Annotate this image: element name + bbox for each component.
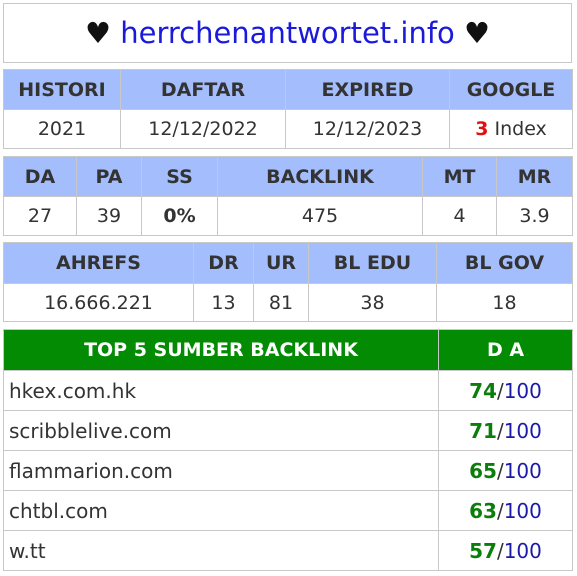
- value-histori: 2021: [3, 109, 121, 149]
- da-separator: /: [496, 458, 504, 483]
- value-backlink: 475: [217, 196, 423, 236]
- header-ahrefs: AHREFS: [3, 242, 194, 284]
- header-mr: MR: [496, 156, 573, 197]
- da-max: 100: [503, 498, 542, 523]
- value-expired: 12/12/2023: [285, 109, 450, 149]
- site-title: ♥ herrchenantwortet.info ♥: [3, 3, 572, 63]
- header-bl-edu: BL EDU: [308, 242, 437, 284]
- backlink-site[interactable]: w.tt: [3, 530, 439, 571]
- value-daftar: 12/12/2022: [120, 109, 286, 149]
- da-score: 57: [469, 538, 497, 563]
- backlink-site[interactable]: scribblelive.com: [3, 410, 439, 451]
- backlink-site[interactable]: chtbl.com: [3, 490, 439, 531]
- da-score: 63: [469, 498, 497, 523]
- header-dr: DR: [193, 242, 254, 284]
- domain-history-table: HISTORI DAFTAR EXPIRED GOOGLE 2021 12/12…: [3, 69, 573, 149]
- ahrefs-metrics-table: AHREFS DR UR BL EDU BL GOV 16.666.221 13…: [3, 242, 573, 322]
- header-google: GOOGLE: [449, 69, 573, 110]
- value-mr: 3.9: [496, 196, 573, 236]
- header-top-sources: TOP 5 SUMBER BACKLINK: [3, 329, 439, 371]
- value-ss: 0%: [141, 196, 218, 236]
- backlink-da: 74/100: [438, 370, 573, 411]
- backlink-site[interactable]: hkex.com.hk: [3, 370, 439, 411]
- heart-icon-right: ♥: [464, 16, 490, 50]
- da-max: 100: [503, 458, 542, 483]
- header-backlink: BACKLINK: [217, 156, 423, 197]
- da-separator: /: [496, 538, 504, 563]
- da-max: 100: [503, 378, 542, 403]
- table-row: flammarion.com 65/100: [3, 450, 573, 491]
- value-ahrefs: 16.666.221: [3, 283, 194, 322]
- google-index-label: Index: [494, 118, 547, 140]
- da-score: 65: [469, 458, 497, 483]
- header-da: DA: [3, 156, 77, 197]
- header-ur: UR: [253, 242, 309, 284]
- header-daftar: DAFTAR: [120, 69, 286, 110]
- value-bl-edu: 38: [308, 283, 437, 322]
- backlink-site[interactable]: flammarion.com: [3, 450, 439, 491]
- top-backlinks-table: TOP 5 SUMBER BACKLINK D A hkex.com.hk 74…: [3, 329, 573, 571]
- table-row: chtbl.com 63/100: [3, 490, 573, 531]
- da-separator: /: [496, 498, 504, 523]
- value-mt: 4: [422, 196, 497, 236]
- da-max: 100: [503, 538, 542, 563]
- domain-metrics-table: DA PA SS BACKLINK MT MR 27 39 0% 475 4 3…: [3, 156, 573, 236]
- da-separator: /: [496, 378, 504, 403]
- backlink-da: 63/100: [438, 490, 573, 531]
- value-google: 3 Index: [449, 109, 573, 149]
- backlink-da: 57/100: [438, 530, 573, 571]
- value-bl-gov: 18: [436, 283, 573, 322]
- header-expired: EXPIRED: [285, 69, 450, 110]
- header-histori: HISTORI: [3, 69, 121, 110]
- da-score: 71: [469, 418, 497, 443]
- table-row: w.tt 57/100: [3, 530, 573, 571]
- header-pa: PA: [76, 156, 142, 197]
- value-ur: 81: [253, 283, 309, 322]
- backlink-da: 65/100: [438, 450, 573, 491]
- da-separator: /: [496, 418, 504, 443]
- domain-name[interactable]: herrchenantwortet.info: [120, 16, 455, 50]
- da-score: 74: [469, 378, 497, 403]
- header-ss: SS: [141, 156, 218, 197]
- table-row: hkex.com.hk 74/100: [3, 370, 573, 411]
- value-da: 27: [3, 196, 77, 236]
- header-da-score: D A: [438, 329, 573, 371]
- google-index-count: 3: [475, 118, 489, 140]
- table-row: scribblelive.com 71/100: [3, 410, 573, 451]
- header-bl-gov: BL GOV: [436, 242, 573, 284]
- value-pa: 39: [76, 196, 142, 236]
- value-dr: 13: [193, 283, 254, 322]
- header-mt: MT: [422, 156, 497, 197]
- heart-icon-left: ♥: [85, 16, 111, 50]
- backlink-da: 71/100: [438, 410, 573, 451]
- da-max: 100: [503, 418, 542, 443]
